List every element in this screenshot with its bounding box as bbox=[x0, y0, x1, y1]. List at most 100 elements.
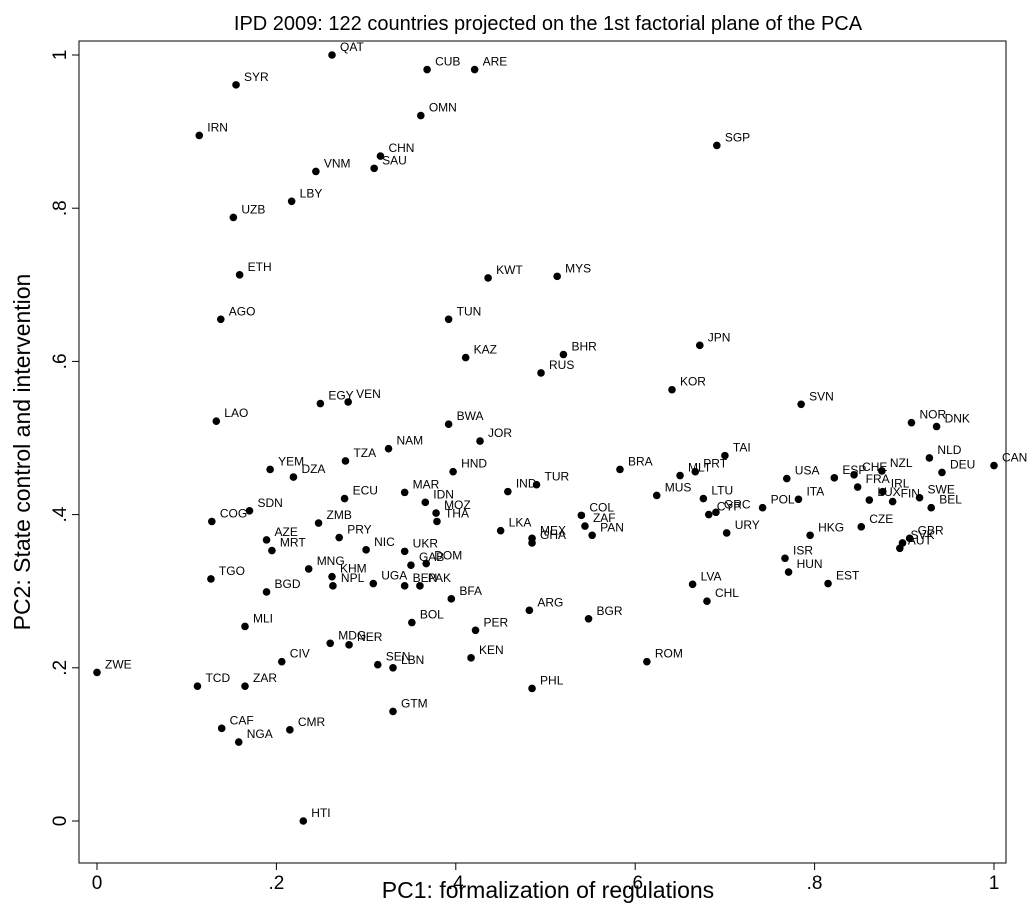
data-point bbox=[712, 508, 720, 517]
data-point bbox=[422, 559, 430, 568]
data-point bbox=[328, 572, 336, 581]
data-point bbox=[938, 468, 946, 477]
point-label: OMN bbox=[429, 101, 457, 115]
data-point bbox=[484, 274, 492, 282]
point-label: IRN bbox=[207, 120, 228, 134]
data-point bbox=[504, 487, 512, 496]
data-point bbox=[878, 467, 886, 475]
data-point bbox=[287, 197, 296, 206]
data-point bbox=[208, 517, 216, 526]
point-label: GTM bbox=[401, 696, 428, 710]
data-point bbox=[559, 350, 568, 359]
x-tick-label: 0 bbox=[92, 873, 103, 894]
data-point bbox=[797, 400, 805, 409]
point-label: TUN bbox=[457, 304, 482, 318]
point-label: TUR bbox=[545, 470, 570, 484]
point-label: ZAR bbox=[253, 671, 277, 685]
data-point bbox=[781, 554, 789, 563]
point-label: MUS bbox=[665, 480, 692, 494]
data-point bbox=[326, 639, 335, 648]
point-label: TZA bbox=[353, 446, 376, 460]
point-label: MEX bbox=[540, 523, 566, 537]
point-label: HUN bbox=[797, 557, 823, 571]
point-label: SVK bbox=[911, 528, 935, 542]
point-label: SDN bbox=[257, 496, 282, 510]
data-point bbox=[421, 498, 430, 507]
data-point bbox=[312, 167, 320, 176]
data-point bbox=[432, 509, 440, 517]
data-point bbox=[314, 519, 323, 527]
point-label: ARE bbox=[483, 55, 508, 69]
point-label: GRC bbox=[724, 497, 751, 511]
point-label: THA bbox=[445, 506, 469, 520]
data-point bbox=[93, 668, 101, 677]
point-label: CAN bbox=[1002, 451, 1027, 465]
data-point bbox=[525, 606, 534, 615]
x-axis-label: PC1: formalization of regulations bbox=[382, 877, 714, 903]
data-point bbox=[329, 582, 337, 590]
point-label: LAO bbox=[224, 406, 248, 420]
point-label: GHA bbox=[540, 528, 566, 542]
point-label: HTI bbox=[311, 806, 330, 820]
data-point bbox=[471, 626, 480, 635]
point-label: CHE bbox=[862, 460, 887, 474]
data-point bbox=[584, 614, 593, 623]
data-point bbox=[266, 465, 274, 474]
point-label: IDN bbox=[433, 487, 454, 501]
point-label: AZE bbox=[275, 525, 298, 539]
point-label: FIN bbox=[901, 487, 920, 501]
point-label: LBN bbox=[401, 653, 424, 667]
data-point bbox=[400, 582, 409, 590]
point-label: BFA bbox=[459, 584, 482, 598]
data-point bbox=[407, 561, 415, 569]
data-point bbox=[496, 526, 505, 535]
point-label: DZA bbox=[301, 462, 325, 476]
point-label: KAZ bbox=[474, 343, 497, 357]
data-point bbox=[688, 580, 697, 589]
data-point bbox=[907, 418, 916, 427]
point-label: PRT bbox=[703, 457, 727, 471]
point-label: SVN bbox=[809, 389, 834, 403]
y-tick-label: 1 bbox=[50, 50, 71, 61]
y-tick-label: .8 bbox=[50, 200, 71, 216]
point-label: UGA bbox=[381, 569, 407, 583]
point-label: CUB bbox=[435, 55, 460, 69]
data-point bbox=[193, 682, 202, 690]
point-label: EST bbox=[836, 569, 860, 583]
point-label: ESP bbox=[842, 463, 866, 477]
point-label: ZMB bbox=[327, 508, 352, 522]
x-axis: 0 .2 .4 .6 .8 1 bbox=[92, 863, 1000, 894]
point-label: PER bbox=[484, 615, 509, 629]
data-point bbox=[444, 420, 453, 429]
data-point bbox=[262, 588, 271, 596]
x-tick-label: 1 bbox=[989, 873, 1000, 894]
data-point bbox=[235, 271, 244, 279]
point-label: NER bbox=[357, 630, 383, 644]
point-label: ZWE bbox=[105, 657, 132, 671]
point-label: JPN bbox=[708, 330, 731, 344]
point-label: BGD bbox=[275, 577, 301, 591]
point-label: MAR bbox=[413, 477, 440, 491]
data-point bbox=[927, 503, 936, 512]
data-point bbox=[416, 582, 424, 590]
x-tick-label: .2 bbox=[268, 873, 284, 894]
data-point bbox=[888, 497, 897, 506]
point-label: BEL bbox=[939, 493, 962, 507]
point-label: LVA bbox=[701, 569, 722, 583]
point-label: CHL bbox=[715, 586, 739, 600]
data-point bbox=[691, 467, 700, 476]
point-label: RUS bbox=[549, 358, 574, 372]
point-label: DOM bbox=[434, 549, 462, 563]
data-point bbox=[449, 467, 457, 476]
data-point bbox=[444, 315, 453, 324]
point-label: AUT bbox=[908, 533, 933, 547]
point-label: MRT bbox=[280, 536, 306, 550]
point-label: NGA bbox=[247, 727, 273, 741]
data-point bbox=[616, 465, 624, 474]
point-label: ARG bbox=[537, 595, 563, 609]
data-point bbox=[695, 341, 704, 350]
point-label: GBR bbox=[918, 523, 944, 537]
point-label: AGO bbox=[229, 304, 256, 318]
point-label: SGP bbox=[725, 130, 750, 144]
